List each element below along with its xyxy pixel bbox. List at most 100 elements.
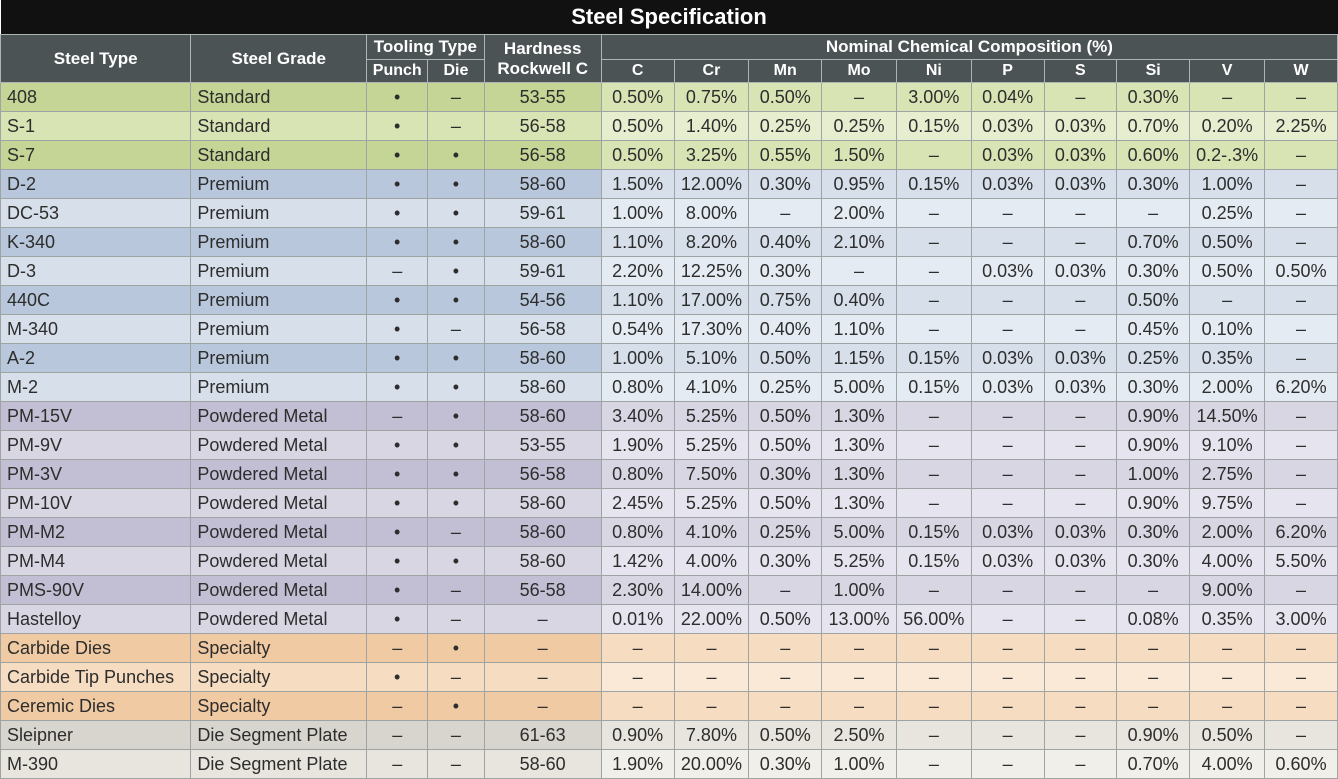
- table-row: Carbide DiesSpecialty–•–––––––––––: [1, 634, 1338, 663]
- cell-comp-si: 0.45%: [1117, 315, 1190, 344]
- cell-comp-mo: 1.30%: [822, 431, 897, 460]
- header-tooling-type: Tooling Type: [367, 35, 484, 60]
- cell-hardness: 58-60: [484, 489, 601, 518]
- cell-comp-w: –: [1265, 228, 1338, 257]
- cell-comp-mo: 13.00%: [822, 605, 897, 634]
- cell-steel-grade: Powdered Metal: [191, 605, 367, 634]
- cell-steel-type: 408: [1, 83, 191, 112]
- cell-comp-p: –: [971, 228, 1044, 257]
- cell-comp-c: 1.10%: [601, 286, 674, 315]
- cell-comp-v: 9.00%: [1190, 576, 1265, 605]
- cell-steel-grade: Premium: [191, 170, 367, 199]
- cell-comp-s: –: [1044, 721, 1117, 750]
- cell-punch: •: [367, 605, 428, 634]
- cell-comp-ni: –: [896, 663, 971, 692]
- table-row: M-2Premium••58-600.80%4.10%0.25%5.00%0.1…: [1, 373, 1338, 402]
- cell-comp-w: 3.00%: [1265, 605, 1338, 634]
- cell-comp-ni: 3.00%: [896, 83, 971, 112]
- cell-comp-si: 0.60%: [1117, 141, 1190, 170]
- cell-comp-s: –: [1044, 431, 1117, 460]
- cell-comp-ni: –: [896, 199, 971, 228]
- cell-steel-type: M-340: [1, 315, 191, 344]
- cell-comp-p: –: [971, 663, 1044, 692]
- cell-comp-c: –: [601, 692, 674, 721]
- cell-steel-type: Carbide Dies: [1, 634, 191, 663]
- cell-steel-type: Hastelloy: [1, 605, 191, 634]
- cell-comp-mn: –: [749, 663, 822, 692]
- cell-comp-si: 0.70%: [1117, 112, 1190, 141]
- cell-comp-v: 0.10%: [1190, 315, 1265, 344]
- cell-comp-c: 0.54%: [601, 315, 674, 344]
- cell-comp-w: –: [1265, 663, 1338, 692]
- cell-comp-w: –: [1265, 431, 1338, 460]
- header-composition: Nominal Chemical Composition (%): [601, 35, 1337, 60]
- cell-comp-s: 0.03%: [1044, 112, 1117, 141]
- cell-comp-s: –: [1044, 489, 1117, 518]
- cell-comp-si: 0.25%: [1117, 344, 1190, 373]
- cell-steel-type: K-340: [1, 228, 191, 257]
- cell-steel-type: M-390: [1, 750, 191, 779]
- cell-comp-ni: –: [896, 228, 971, 257]
- cell-comp-s: –: [1044, 750, 1117, 779]
- cell-comp-c: –: [601, 634, 674, 663]
- cell-comp-w: –: [1265, 721, 1338, 750]
- cell-comp-cr: 5.25%: [674, 402, 749, 431]
- cell-steel-grade: Powdered Metal: [191, 489, 367, 518]
- cell-comp-c: 2.45%: [601, 489, 674, 518]
- cell-comp-mo: 0.95%: [822, 170, 897, 199]
- cell-die: –: [428, 750, 484, 779]
- cell-comp-cr: 1.40%: [674, 112, 749, 141]
- cell-steel-type: M-2: [1, 373, 191, 402]
- header-die: Die: [428, 60, 484, 83]
- cell-comp-mn: 0.50%: [749, 431, 822, 460]
- cell-hardness: 59-61: [484, 199, 601, 228]
- cell-steel-type: PMS-90V: [1, 576, 191, 605]
- cell-comp-cr: 5.10%: [674, 344, 749, 373]
- table-row: PM-3VPowdered Metal••56-580.80%7.50%0.30…: [1, 460, 1338, 489]
- cell-comp-mn: 0.25%: [749, 518, 822, 547]
- cell-comp-si: 1.00%: [1117, 460, 1190, 489]
- cell-hardness: –: [484, 605, 601, 634]
- cell-punch: •: [367, 576, 428, 605]
- cell-comp-mn: 0.50%: [749, 402, 822, 431]
- cell-comp-s: 0.03%: [1044, 170, 1117, 199]
- cell-comp-p: 0.03%: [971, 141, 1044, 170]
- cell-comp-cr: 17.30%: [674, 315, 749, 344]
- cell-comp-s: –: [1044, 576, 1117, 605]
- cell-steel-type: PM-M4: [1, 547, 191, 576]
- cell-comp-si: –: [1117, 634, 1190, 663]
- cell-comp-mn: 0.30%: [749, 170, 822, 199]
- cell-comp-mn: 0.50%: [749, 83, 822, 112]
- cell-comp-p: 0.04%: [971, 83, 1044, 112]
- cell-comp-mn: –: [749, 576, 822, 605]
- cell-comp-mn: 0.55%: [749, 141, 822, 170]
- cell-comp-cr: –: [674, 634, 749, 663]
- cell-comp-mn: 0.30%: [749, 460, 822, 489]
- cell-comp-p: –: [971, 286, 1044, 315]
- cell-steel-grade: Powdered Metal: [191, 547, 367, 576]
- cell-steel-grade: Powdered Metal: [191, 431, 367, 460]
- cell-comp-mn: 0.30%: [749, 547, 822, 576]
- cell-comp-mn: –: [749, 199, 822, 228]
- cell-comp-p: 0.03%: [971, 257, 1044, 286]
- table-row: 408Standard•–53-550.50%0.75%0.50%–3.00%0…: [1, 83, 1338, 112]
- table-row: S-1Standard•–56-580.50%1.40%0.25%0.25%0.…: [1, 112, 1338, 141]
- cell-comp-mn: 0.40%: [749, 228, 822, 257]
- cell-die: •: [428, 373, 484, 402]
- cell-comp-si: 0.70%: [1117, 228, 1190, 257]
- cell-comp-cr: 12.25%: [674, 257, 749, 286]
- cell-comp-c: 0.01%: [601, 605, 674, 634]
- cell-die: –: [428, 576, 484, 605]
- cell-comp-p: –: [971, 431, 1044, 460]
- cell-comp-s: –: [1044, 692, 1117, 721]
- cell-comp-mn: 0.50%: [749, 489, 822, 518]
- cell-die: –: [428, 83, 484, 112]
- table-title: Steel Specification: [1, 0, 1338, 35]
- cell-steel-type: Carbide Tip Punches: [1, 663, 191, 692]
- cell-die: •: [428, 170, 484, 199]
- cell-die: •: [428, 199, 484, 228]
- cell-comp-p: –: [971, 721, 1044, 750]
- cell-comp-c: 0.90%: [601, 721, 674, 750]
- cell-comp-v: 0.50%: [1190, 228, 1265, 257]
- cell-comp-p: –: [971, 576, 1044, 605]
